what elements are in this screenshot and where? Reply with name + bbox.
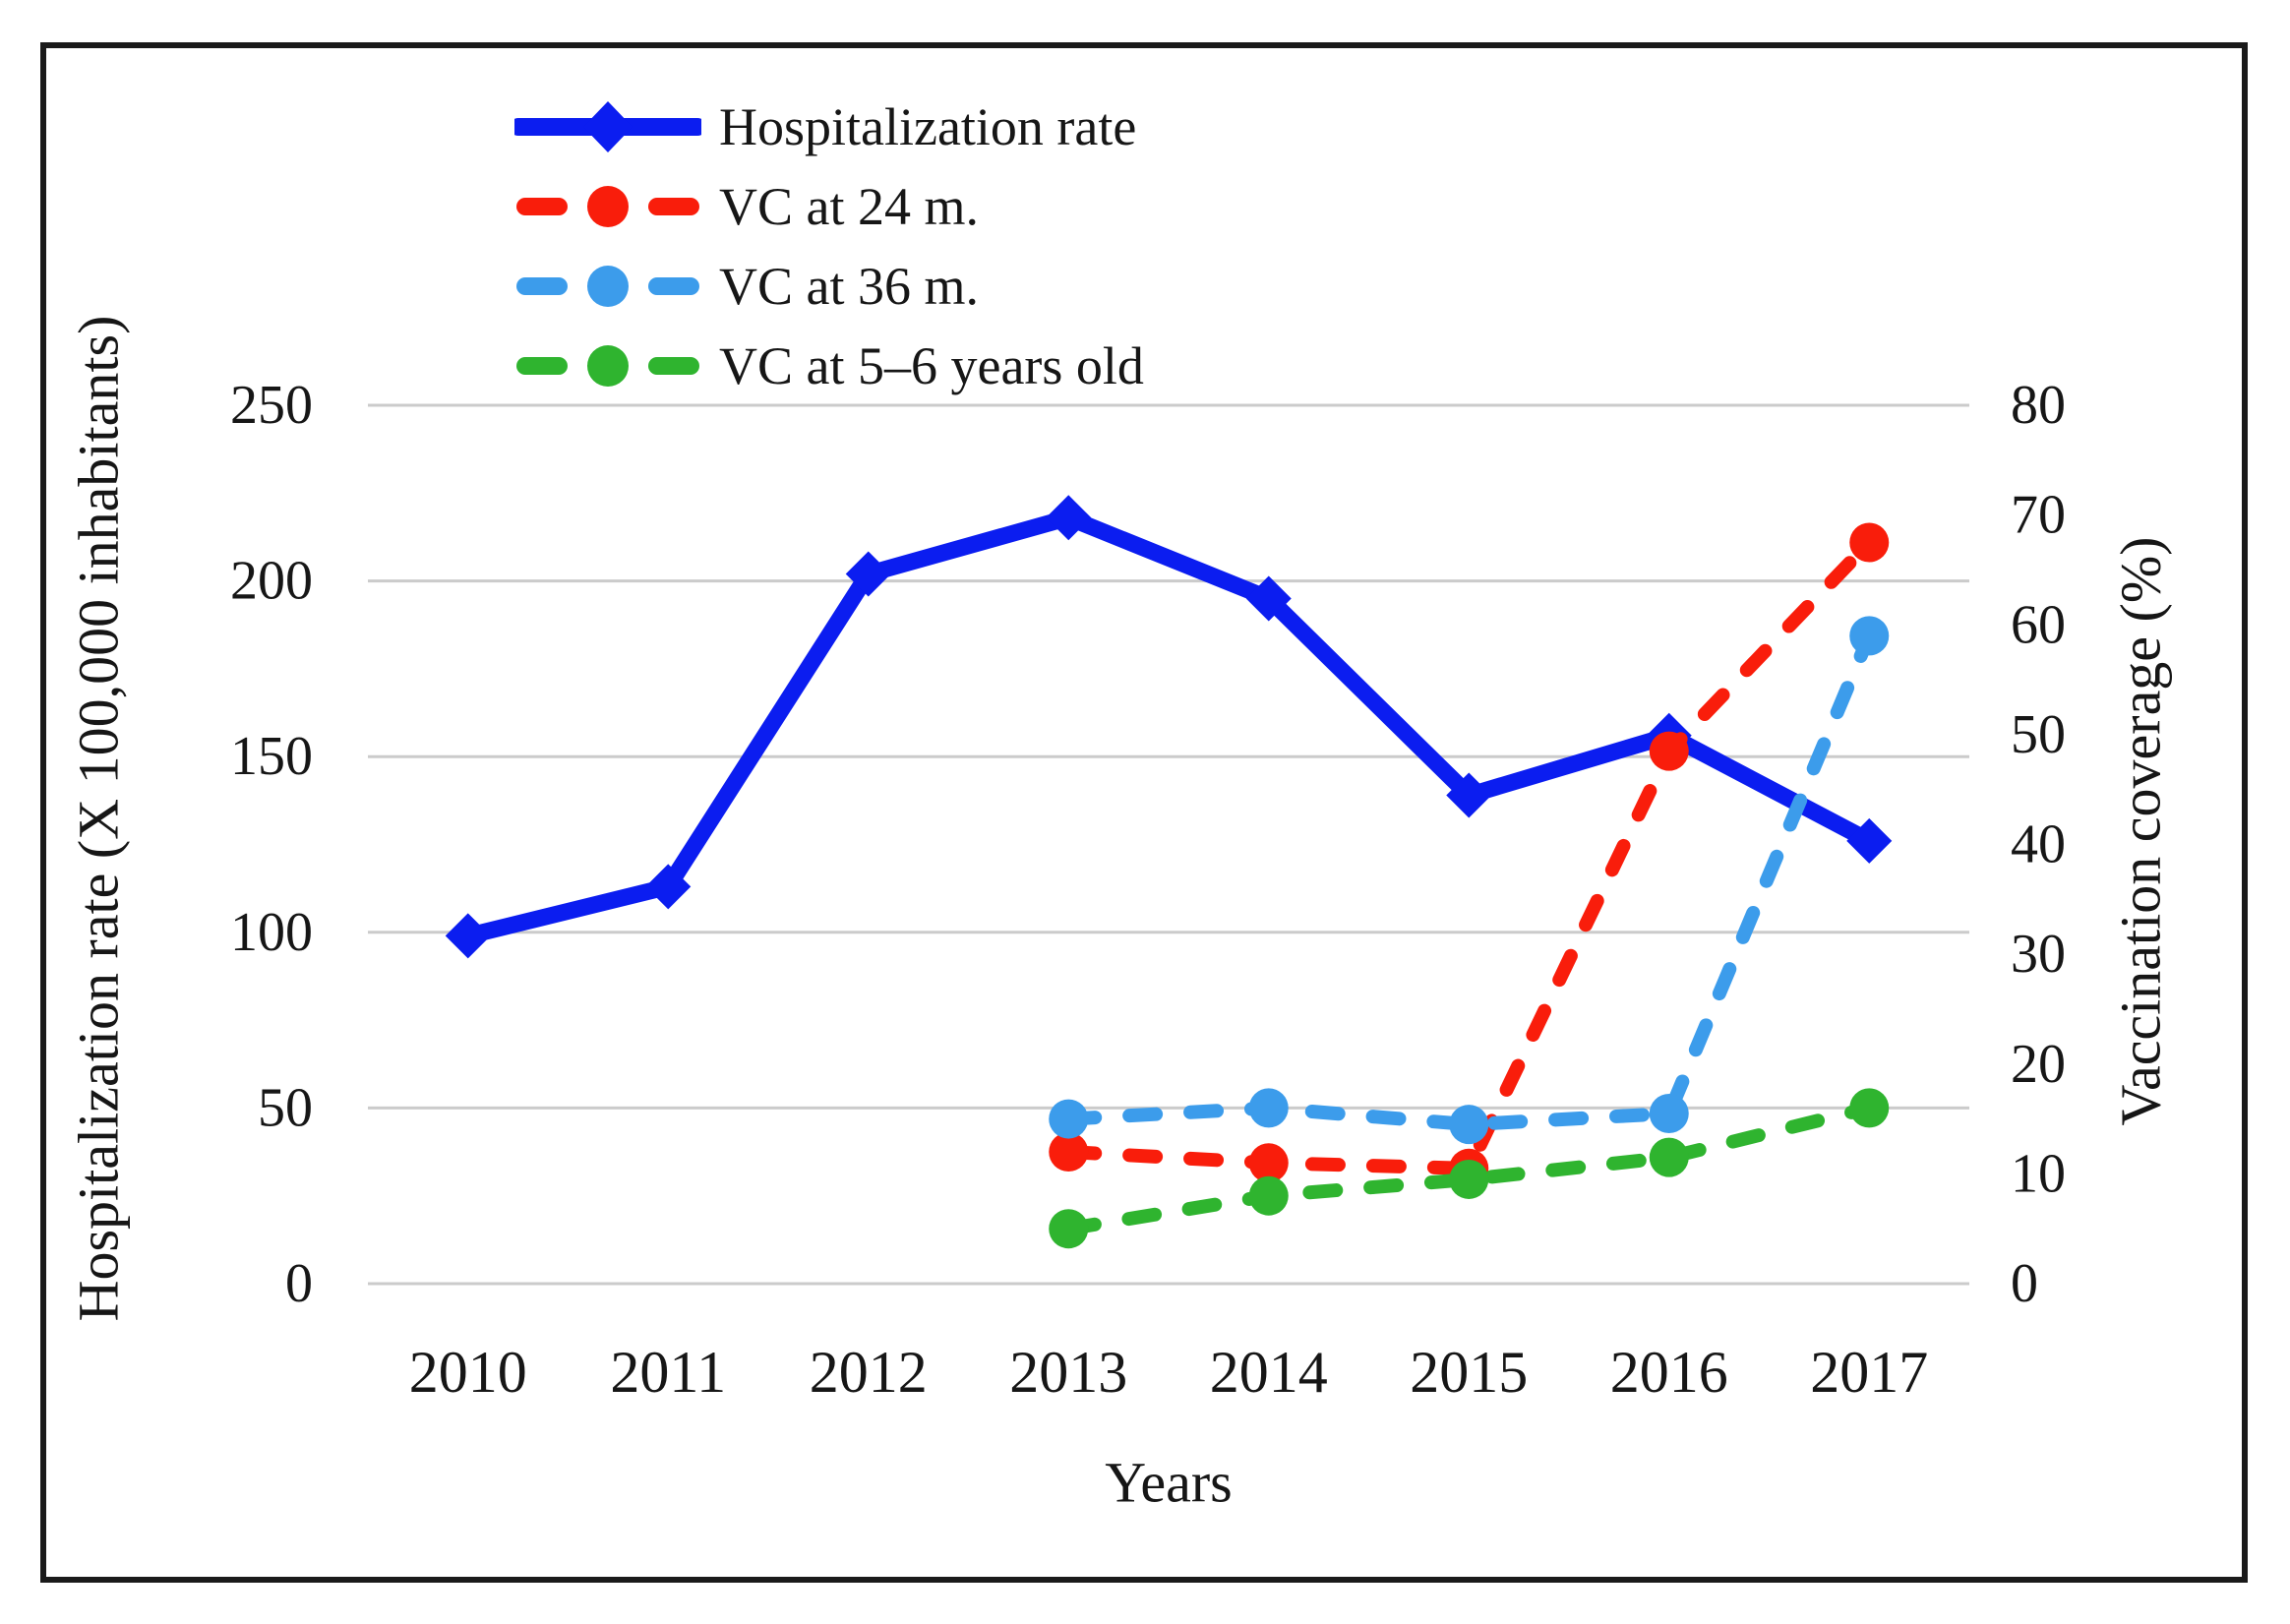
x-axis-tick-label: 2010 [409,1340,527,1405]
right-axis-tick-label: 10 [2011,1143,2066,1204]
marker-diamond-hospitalization-rate [1846,817,1893,864]
right-axis-tick-label: 30 [2011,924,2066,985]
legend-swatch-solid-line [514,100,701,152]
legend-dash-icon [516,356,568,375]
left-axis-tick-label: 200 [230,551,313,612]
right-axis-tick-label: 40 [2011,814,2066,875]
x-axis-tick-label: 2015 [1410,1340,1528,1405]
right-axis-tick-label: 50 [2011,704,2066,765]
x-axis-tick-label: 2014 [1210,1340,1328,1405]
marker-circle-vc-at-36-m [1248,1088,1289,1128]
legend-item-vc-5-6-years: VC at 5–6 years old [514,326,1144,405]
marker-diamond-hospitalization-rate [1046,495,1092,541]
marker-circle-vc-at-24-m [1248,1143,1289,1183]
x-axis-tick-label: 2013 [1009,1340,1127,1405]
legend-dash-icon [648,276,699,295]
x-axis-tick-label: 2011 [610,1340,726,1405]
marker-diamond-hospitalization-rate [845,551,891,597]
x-axis-title: Years [1105,1450,1233,1515]
legend-dash-icon [516,197,568,215]
right-axis-tick-label: 60 [2011,594,2066,655]
left-axis-tick-label: 150 [230,726,313,787]
series-line-vc-at-5-6-years-old [1061,1101,1877,1236]
marker-diamond-hospitalization-rate [1446,772,1492,818]
marker-circle-vc-at-36-m [1449,1105,1489,1145]
legend-item-vc-36m: VC at 36 m. [514,246,1144,326]
series-line-hospitalization-rate [459,509,1878,944]
x-axis-tick-label: 2016 [1610,1340,1728,1405]
marker-diamond-hospitalization-rate [445,913,491,959]
legend-item-hospitalization-rate: Hospitalization rate [514,87,1144,166]
marker-circle-vc-at-36-m [1849,616,1890,656]
legend-label: Hospitalization rate [719,96,1137,156]
legend-label: VC at 5–6 years old [719,335,1144,395]
marker-circle-vc-at-36-m [1049,1099,1089,1139]
right-axis-tick-label: 20 [2011,1034,2066,1095]
right-axis-title: Vaccination coverage (%) [2108,536,2173,1126]
marker-circle-vc-at-5-6-years-old [1049,1209,1089,1249]
legend-dash-icon [648,356,699,375]
legend-circle-marker-icon [587,265,629,307]
legend-dash-icon [648,197,699,215]
left-axis-tick-label: 50 [258,1077,313,1138]
right-axis-tick-label: 70 [2011,485,2066,546]
legend-label: VC at 24 m. [719,176,979,236]
left-axis-tick-label: 100 [230,902,313,963]
x-axis-tick-label: 2012 [810,1340,928,1405]
series-line-vc-at-36-m [1061,629,1877,1132]
marker-circle-vc-at-5-6-years-old [1649,1137,1689,1177]
marker-circle-vc-at-5-6-years-old [1849,1088,1890,1128]
legend-swatch-dashed-line [516,344,699,387]
marker-diamond-hospitalization-rate [645,864,692,910]
series-line-vc-at-24-m [1061,535,1877,1175]
figure-border [40,42,2248,1583]
right-axis-tick-label: 80 [2011,375,2066,436]
marker-circle-vc-at-5-6-years-old [1248,1175,1289,1216]
legend-label: VC at 36 m. [719,256,979,316]
marker-circle-vc-at-5-6-years-old [1449,1159,1489,1199]
right-axis-tick-label: 0 [2011,1253,2038,1314]
left-axis-tick-label: 0 [285,1253,313,1314]
left-axis-title: Hospitalization rate (X 100,000 inhabita… [66,315,131,1322]
legend-dash-icon [516,276,568,295]
left-axis-tick-label: 250 [230,375,313,436]
legend-swatch-dashed-line [516,265,699,307]
x-axis-tick-label: 2017 [1810,1340,1928,1405]
marker-circle-vc-at-24-m [1649,731,1689,771]
legend-circle-marker-icon [587,344,629,387]
legend-circle-marker-icon [587,185,629,227]
marker-circle-vc-at-24-m [1049,1132,1089,1173]
legend: Hospitalization rate VC at 24 m. VC at 3… [514,87,1144,405]
marker-circle-vc-at-24-m [1849,522,1890,563]
marker-circle-vc-at-36-m [1649,1093,1689,1133]
legend-diamond-marker-icon [583,100,633,152]
marker-diamond-hospitalization-rate [1245,575,1292,622]
legend-item-vc-24m: VC at 24 m. [514,166,1144,246]
legend-swatch-dashed-line [516,185,699,227]
